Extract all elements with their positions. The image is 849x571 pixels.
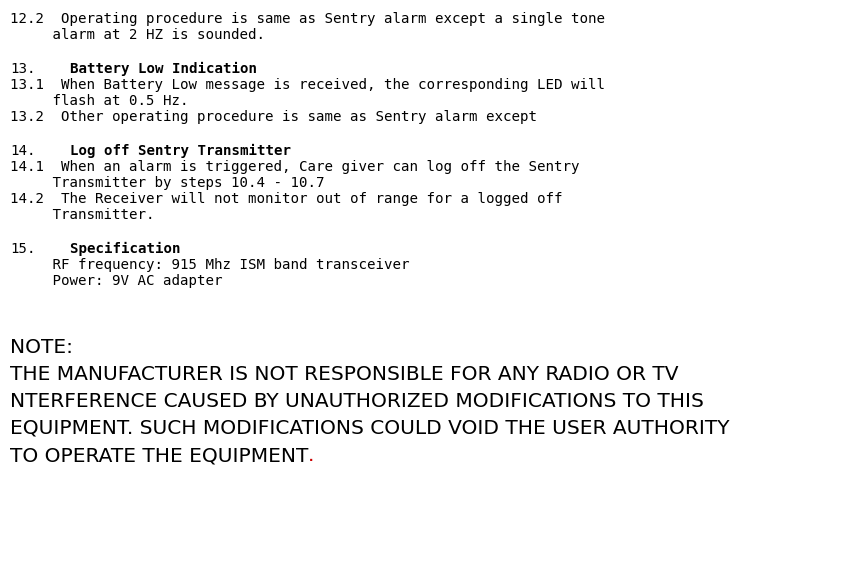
Text: Transmitter.: Transmitter.: [10, 208, 155, 222]
Text: 14.: 14.: [10, 144, 36, 158]
Text: 12.2  Operating procedure is same as Sentry alarm except a single tone: 12.2 Operating procedure is same as Sent…: [10, 12, 605, 26]
Text: NTERFERENCE CAUSED BY UNAUTHORIZED MODIFICATIONS TO THIS: NTERFERENCE CAUSED BY UNAUTHORIZED MODIF…: [10, 392, 704, 411]
Text: alarm at 2 HZ is sounded.: alarm at 2 HZ is sounded.: [10, 28, 265, 42]
Text: 13.1  When Battery Low message is received, the corresponding LED will: 13.1 When Battery Low message is receive…: [10, 78, 605, 92]
Text: THE MANUFACTURER IS NOT RESPONSIBLE FOR ANY RADIO OR TV: THE MANUFACTURER IS NOT RESPONSIBLE FOR …: [10, 365, 678, 384]
Text: Specification: Specification: [36, 242, 180, 256]
Text: 14.1  When an alarm is triggered, Care giver can log off the Sentry: 14.1 When an alarm is triggered, Care gi…: [10, 160, 580, 174]
Text: Log off Sentry Transmitter: Log off Sentry Transmitter: [36, 144, 290, 158]
Text: 15.: 15.: [10, 242, 36, 256]
Text: Power: 9V AC adapter: Power: 9V AC adapter: [10, 274, 222, 288]
Text: 13.2  Other operating procedure is same as Sentry alarm except: 13.2 Other operating procedure is same a…: [10, 110, 537, 124]
Text: .: .: [308, 446, 315, 465]
Text: Transmitter by steps 10.4 - 10.7: Transmitter by steps 10.4 - 10.7: [10, 176, 324, 190]
Text: Battery Low Indication: Battery Low Indication: [36, 62, 256, 76]
Text: TO OPERATE THE EQUIPMENT: TO OPERATE THE EQUIPMENT: [10, 446, 308, 465]
Text: 14.2  The Receiver will not monitor out of range for a logged off: 14.2 The Receiver will not monitor out o…: [10, 192, 563, 206]
Text: RF frequency: 915 Mhz ISM band transceiver: RF frequency: 915 Mhz ISM band transceiv…: [10, 258, 409, 272]
Text: EQUIPMENT. SUCH MODIFICATIONS COULD VOID THE USER AUTHORITY: EQUIPMENT. SUCH MODIFICATIONS COULD VOID…: [10, 419, 729, 438]
Text: NOTE:: NOTE:: [10, 338, 73, 357]
Text: 13.: 13.: [10, 62, 36, 76]
Text: flash at 0.5 Hz.: flash at 0.5 Hz.: [10, 94, 188, 108]
